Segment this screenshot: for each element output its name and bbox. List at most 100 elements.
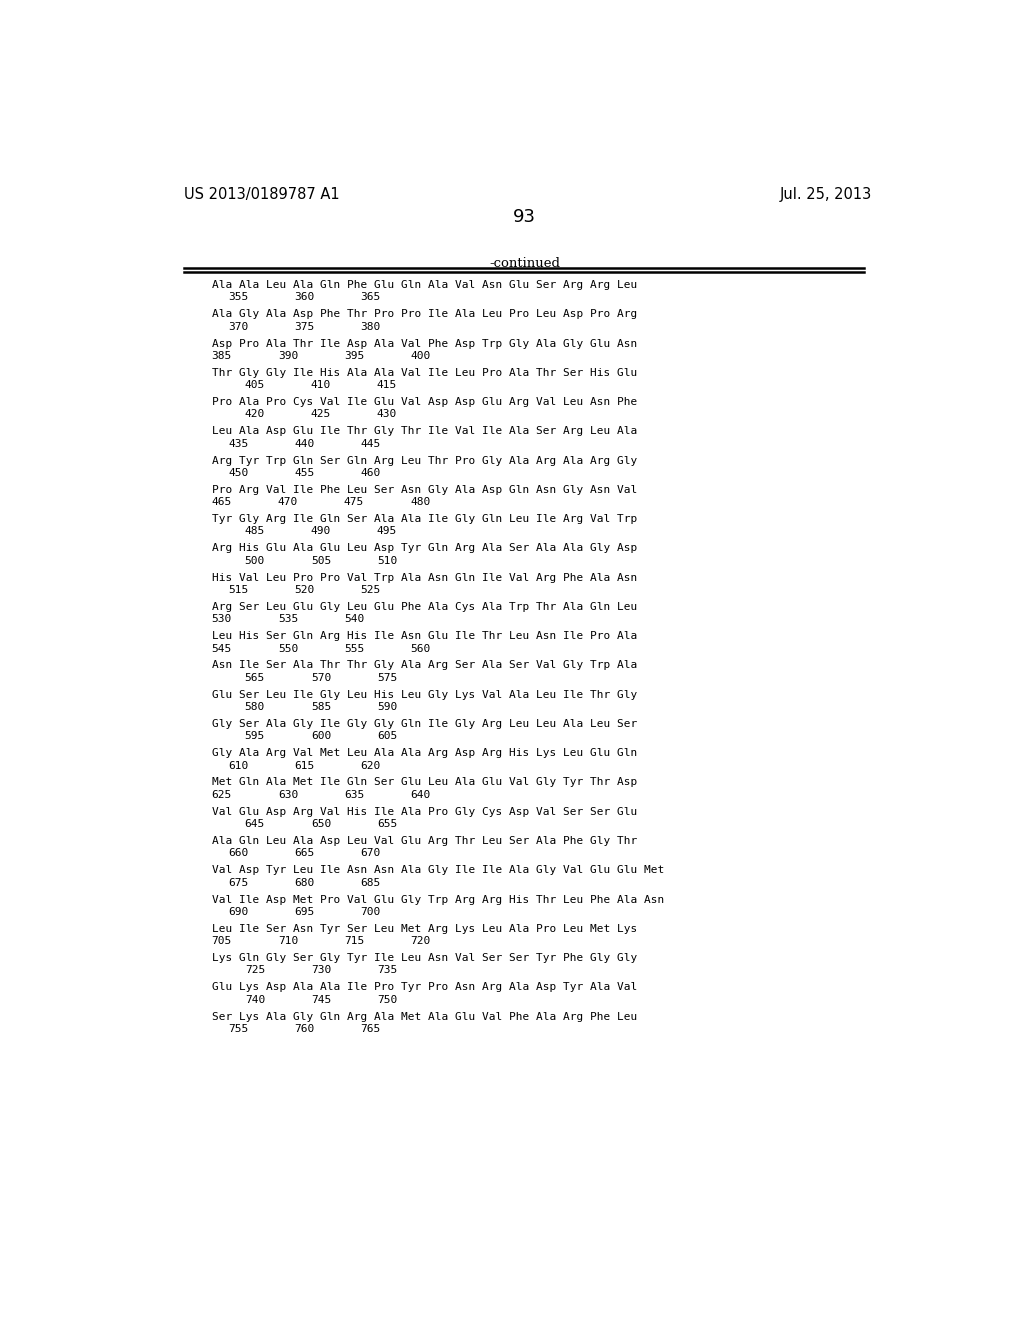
Text: 700: 700 bbox=[360, 907, 381, 917]
Text: 470: 470 bbox=[278, 498, 298, 507]
Text: 680: 680 bbox=[294, 878, 314, 887]
Text: 485: 485 bbox=[245, 527, 265, 536]
Text: 590: 590 bbox=[377, 702, 397, 711]
Text: Jul. 25, 2013: Jul. 25, 2013 bbox=[779, 187, 872, 202]
Text: 665: 665 bbox=[294, 849, 314, 858]
Text: 430: 430 bbox=[377, 409, 397, 420]
Text: Leu Ala Asp Glu Ile Thr Gly Thr Ile Val Ile Ala Ser Arg Leu Ala: Leu Ala Asp Glu Ile Thr Gly Thr Ile Val … bbox=[212, 426, 637, 437]
Text: Gly Ser Ala Gly Ile Gly Gly Gln Ile Gly Arg Leu Leu Ala Leu Ser: Gly Ser Ala Gly Ile Gly Gly Gln Ile Gly … bbox=[212, 719, 637, 729]
Text: Glu Ser Leu Ile Gly Leu His Leu Gly Lys Val Ala Leu Ile Thr Gly: Glu Ser Leu Ile Gly Leu His Leu Gly Lys … bbox=[212, 689, 637, 700]
Text: 375: 375 bbox=[294, 322, 314, 331]
Text: 445: 445 bbox=[360, 438, 381, 449]
Text: 640: 640 bbox=[410, 789, 430, 800]
Text: 600: 600 bbox=[311, 731, 331, 742]
Text: Ala Gly Ala Asp Phe Thr Pro Pro Ile Ala Leu Pro Leu Asp Pro Arg: Ala Gly Ala Asp Phe Thr Pro Pro Ile Ala … bbox=[212, 309, 637, 319]
Text: 415: 415 bbox=[377, 380, 397, 391]
Text: 750: 750 bbox=[377, 995, 397, 1005]
Text: 725: 725 bbox=[245, 965, 265, 975]
Text: -continued: -continued bbox=[489, 257, 560, 271]
Text: 715: 715 bbox=[344, 936, 365, 946]
Text: 670: 670 bbox=[360, 849, 381, 858]
Text: 705: 705 bbox=[212, 936, 232, 946]
Text: 385: 385 bbox=[212, 351, 232, 360]
Text: 395: 395 bbox=[344, 351, 365, 360]
Text: Pro Arg Val Ile Phe Leu Ser Asn Gly Ala Asp Gln Asn Gly Asn Val: Pro Arg Val Ile Phe Leu Ser Asn Gly Ala … bbox=[212, 484, 637, 495]
Text: 420: 420 bbox=[245, 409, 265, 420]
Text: Pro Ala Pro Cys Val Ile Glu Val Asp Asp Glu Arg Val Leu Asn Phe: Pro Ala Pro Cys Val Ile Glu Val Asp Asp … bbox=[212, 397, 637, 407]
Text: 565: 565 bbox=[245, 673, 265, 682]
Text: 675: 675 bbox=[228, 878, 249, 887]
Text: 720: 720 bbox=[410, 936, 430, 946]
Text: Gly Ala Arg Val Met Leu Ala Ala Arg Asp Arg His Lys Leu Glu Gln: Gly Ala Arg Val Met Leu Ala Ala Arg Asp … bbox=[212, 748, 637, 758]
Text: 475: 475 bbox=[344, 498, 365, 507]
Text: 690: 690 bbox=[228, 907, 249, 917]
Text: 555: 555 bbox=[344, 644, 365, 653]
Text: 455: 455 bbox=[294, 469, 314, 478]
Text: 645: 645 bbox=[245, 818, 265, 829]
Text: 460: 460 bbox=[360, 469, 381, 478]
Text: 505: 505 bbox=[311, 556, 331, 566]
Text: 490: 490 bbox=[311, 527, 331, 536]
Text: 540: 540 bbox=[344, 614, 365, 624]
Text: Val Ile Asp Met Pro Val Glu Gly Trp Arg Arg His Thr Leu Phe Ala Asn: Val Ile Asp Met Pro Val Glu Gly Trp Arg … bbox=[212, 895, 664, 904]
Text: 695: 695 bbox=[294, 907, 314, 917]
Text: Ala Gln Leu Ala Asp Leu Val Glu Arg Thr Leu Ser Ala Phe Gly Thr: Ala Gln Leu Ala Asp Leu Val Glu Arg Thr … bbox=[212, 836, 637, 846]
Text: His Val Leu Pro Pro Val Trp Ala Asn Gln Ile Val Arg Phe Ala Asn: His Val Leu Pro Pro Val Trp Ala Asn Gln … bbox=[212, 573, 637, 582]
Text: 710: 710 bbox=[278, 936, 298, 946]
Text: 405: 405 bbox=[245, 380, 265, 391]
Text: 650: 650 bbox=[311, 818, 331, 829]
Text: Ala Ala Leu Ala Gln Phe Glu Gln Ala Val Asn Glu Ser Arg Arg Leu: Ala Ala Leu Ala Gln Phe Glu Gln Ala Val … bbox=[212, 280, 637, 290]
Text: Leu His Ser Gln Arg His Ile Asn Glu Ile Thr Leu Asn Ile Pro Ala: Leu His Ser Gln Arg His Ile Asn Glu Ile … bbox=[212, 631, 637, 642]
Text: Asp Pro Ala Thr Ile Asp Ala Val Phe Asp Trp Gly Ala Gly Glu Asn: Asp Pro Ala Thr Ile Asp Ala Val Phe Asp … bbox=[212, 339, 637, 348]
Text: 360: 360 bbox=[294, 293, 314, 302]
Text: 530: 530 bbox=[212, 614, 232, 624]
Text: Thr Gly Gly Ile His Ala Ala Val Ile Leu Pro Ala Thr Ser His Glu: Thr Gly Gly Ile His Ala Ala Val Ile Leu … bbox=[212, 368, 637, 378]
Text: 575: 575 bbox=[377, 673, 397, 682]
Text: 585: 585 bbox=[311, 702, 331, 711]
Text: 480: 480 bbox=[410, 498, 430, 507]
Text: 625: 625 bbox=[212, 789, 232, 800]
Text: 515: 515 bbox=[228, 585, 249, 595]
Text: 755: 755 bbox=[228, 1024, 249, 1034]
Text: 605: 605 bbox=[377, 731, 397, 742]
Text: Met Gln Ala Met Ile Gln Ser Glu Leu Ala Glu Val Gly Tyr Thr Asp: Met Gln Ala Met Ile Gln Ser Glu Leu Ala … bbox=[212, 777, 637, 788]
Text: 435: 435 bbox=[228, 438, 249, 449]
Text: 380: 380 bbox=[360, 322, 381, 331]
Text: 765: 765 bbox=[360, 1024, 381, 1034]
Text: Arg Tyr Trp Gln Ser Gln Arg Leu Thr Pro Gly Ala Arg Ala Arg Gly: Arg Tyr Trp Gln Ser Gln Arg Leu Thr Pro … bbox=[212, 455, 637, 466]
Text: Ser Lys Ala Gly Gln Arg Ala Met Ala Glu Val Phe Ala Arg Phe Leu: Ser Lys Ala Gly Gln Arg Ala Met Ala Glu … bbox=[212, 1011, 637, 1022]
Text: Arg His Glu Ala Glu Leu Asp Tyr Gln Arg Ala Ser Ala Ala Gly Asp: Arg His Glu Ala Glu Leu Asp Tyr Gln Arg … bbox=[212, 544, 637, 553]
Text: 730: 730 bbox=[311, 965, 331, 975]
Text: Asn Ile Ser Ala Thr Thr Gly Ala Arg Ser Ala Ser Val Gly Trp Ala: Asn Ile Ser Ala Thr Thr Gly Ala Arg Ser … bbox=[212, 660, 637, 671]
Text: US 2013/0189787 A1: US 2013/0189787 A1 bbox=[183, 187, 339, 202]
Text: 550: 550 bbox=[278, 644, 298, 653]
Text: 760: 760 bbox=[294, 1024, 314, 1034]
Text: 580: 580 bbox=[245, 702, 265, 711]
Text: 520: 520 bbox=[294, 585, 314, 595]
Text: Lys Gln Gly Ser Gly Tyr Ile Leu Asn Val Ser Ser Tyr Phe Gly Gly: Lys Gln Gly Ser Gly Tyr Ile Leu Asn Val … bbox=[212, 953, 637, 964]
Text: 93: 93 bbox=[513, 209, 537, 227]
Text: 560: 560 bbox=[410, 644, 430, 653]
Text: Tyr Gly Arg Ile Gln Ser Ala Ala Ile Gly Gln Leu Ile Arg Val Trp: Tyr Gly Arg Ile Gln Ser Ala Ala Ile Gly … bbox=[212, 515, 637, 524]
Text: 635: 635 bbox=[344, 789, 365, 800]
Text: 570: 570 bbox=[311, 673, 331, 682]
Text: 510: 510 bbox=[377, 556, 397, 566]
Text: Val Asp Tyr Leu Ile Asn Asn Ala Gly Ile Ile Ala Gly Val Glu Glu Met: Val Asp Tyr Leu Ile Asn Asn Ala Gly Ile … bbox=[212, 866, 664, 875]
Text: 740: 740 bbox=[245, 995, 265, 1005]
Text: 365: 365 bbox=[360, 293, 381, 302]
Text: 370: 370 bbox=[228, 322, 249, 331]
Text: 745: 745 bbox=[311, 995, 331, 1005]
Text: 660: 660 bbox=[228, 849, 249, 858]
Text: 595: 595 bbox=[245, 731, 265, 742]
Text: Leu Ile Ser Asn Tyr Ser Leu Met Arg Lys Leu Ala Pro Leu Met Lys: Leu Ile Ser Asn Tyr Ser Leu Met Arg Lys … bbox=[212, 924, 637, 933]
Text: 465: 465 bbox=[212, 498, 232, 507]
Text: 630: 630 bbox=[278, 789, 298, 800]
Text: 500: 500 bbox=[245, 556, 265, 566]
Text: 655: 655 bbox=[377, 818, 397, 829]
Text: Arg Ser Leu Glu Gly Leu Glu Phe Ala Cys Ala Trp Thr Ala Gln Leu: Arg Ser Leu Glu Gly Leu Glu Phe Ala Cys … bbox=[212, 602, 637, 612]
Text: 495: 495 bbox=[377, 527, 397, 536]
Text: 615: 615 bbox=[294, 760, 314, 771]
Text: 685: 685 bbox=[360, 878, 381, 887]
Text: 535: 535 bbox=[278, 614, 298, 624]
Text: 450: 450 bbox=[228, 469, 249, 478]
